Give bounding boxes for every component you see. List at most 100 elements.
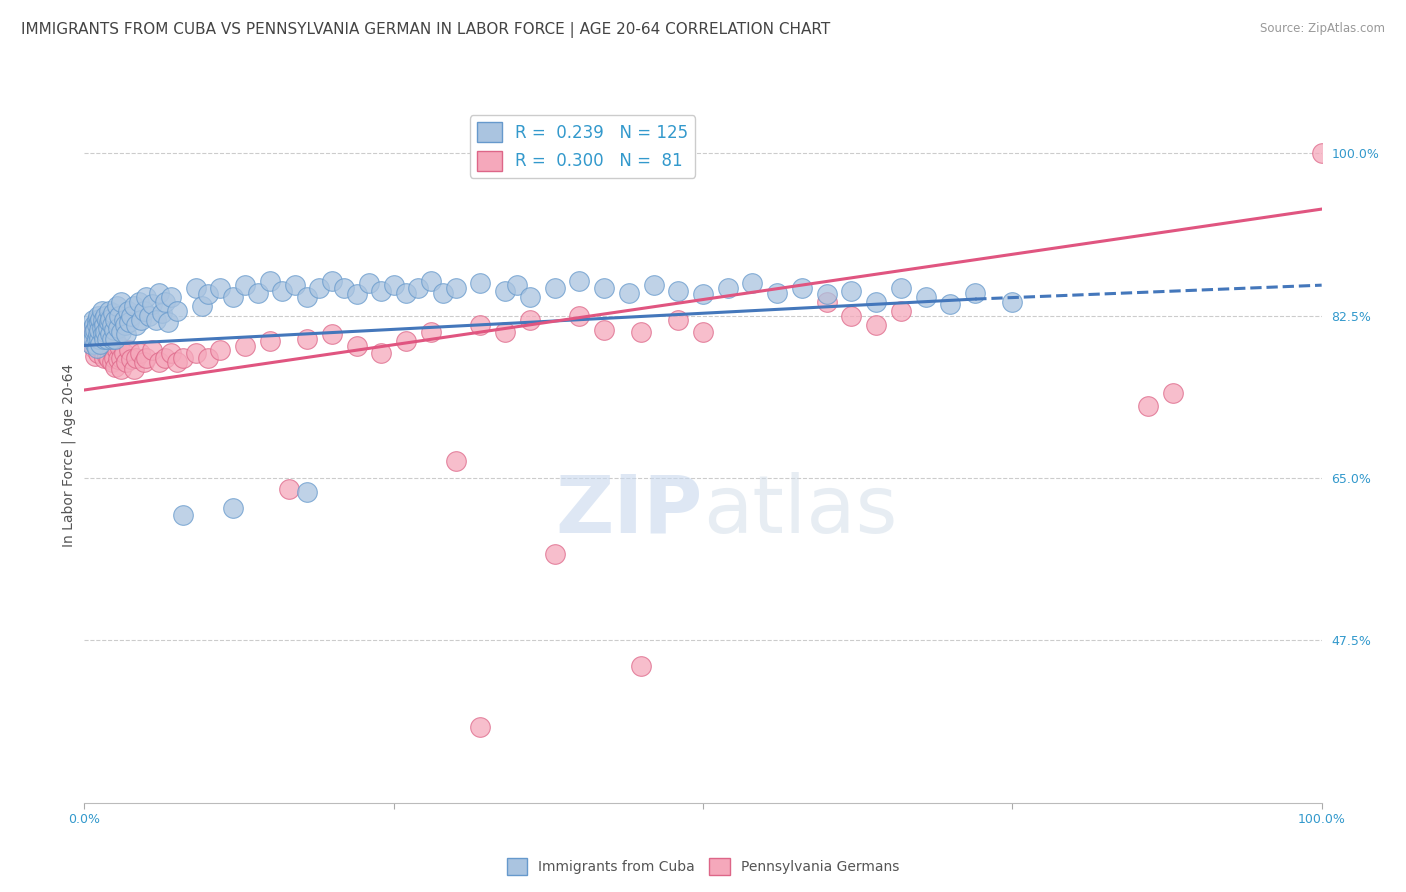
Point	[112, 313, 135, 327]
Point	[83, 341, 105, 355]
Point	[100, 343, 122, 357]
Point	[222, 500, 245, 515]
Point	[100, 355, 122, 369]
Point	[101, 306, 124, 320]
Point	[841, 309, 863, 323]
Point	[408, 281, 430, 295]
Point	[115, 355, 138, 369]
Point	[79, 327, 101, 342]
Point	[100, 318, 122, 332]
Point	[97, 321, 120, 335]
Point	[444, 454, 467, 468]
Point	[94, 309, 117, 323]
Point	[98, 327, 121, 342]
Point	[89, 341, 111, 355]
Point	[815, 294, 838, 309]
Point	[107, 321, 129, 335]
Point	[277, 482, 299, 496]
Point	[89, 336, 111, 351]
Point	[630, 658, 652, 673]
Y-axis label: In Labor Force | Age 20-64: In Labor Force | Age 20-64	[62, 363, 76, 547]
Point	[98, 327, 121, 342]
Point	[470, 277, 492, 291]
Point	[96, 313, 118, 327]
Point	[295, 332, 318, 346]
Legend: R =  0.239   N = 125, R =  0.300   N =  81: R = 0.239 N = 125, R = 0.300 N = 81	[470, 115, 695, 178]
Point	[129, 346, 152, 360]
Point	[114, 318, 136, 332]
Point	[841, 284, 863, 298]
Point	[79, 323, 101, 337]
Point	[122, 300, 145, 314]
Point	[321, 275, 343, 289]
Point	[104, 359, 127, 374]
Point	[118, 343, 141, 357]
Point	[107, 352, 129, 367]
Point	[184, 346, 207, 360]
Point	[148, 355, 170, 369]
Point	[1161, 385, 1184, 400]
Point	[89, 311, 111, 326]
Point	[101, 339, 124, 353]
Point	[122, 361, 145, 376]
Point	[1310, 146, 1333, 161]
Point	[370, 346, 392, 360]
Point	[90, 335, 112, 350]
Point	[118, 315, 141, 329]
Point	[141, 296, 163, 310]
Point	[295, 485, 318, 500]
Point	[110, 361, 132, 376]
Point	[82, 321, 104, 335]
Point	[112, 346, 135, 360]
Point	[110, 294, 132, 309]
Point	[150, 306, 173, 320]
Point	[86, 318, 108, 332]
Point	[98, 311, 121, 326]
Point	[1137, 399, 1160, 413]
Point	[87, 332, 110, 346]
Point	[132, 355, 155, 369]
Point	[83, 325, 105, 339]
Point	[666, 284, 689, 298]
Point	[84, 336, 107, 351]
Point	[160, 346, 183, 360]
Point	[233, 339, 256, 353]
Point	[120, 309, 142, 323]
Point	[172, 351, 194, 365]
Point	[494, 284, 516, 298]
Point	[939, 296, 962, 310]
Point	[153, 294, 176, 309]
Point	[87, 309, 110, 323]
Point	[197, 287, 219, 301]
Point	[419, 275, 441, 289]
Point	[84, 349, 107, 363]
Point	[132, 304, 155, 318]
Point	[138, 309, 160, 323]
Point	[93, 332, 115, 346]
Point	[166, 355, 188, 369]
Point	[233, 278, 256, 293]
Text: ZIP: ZIP	[555, 472, 703, 549]
Point	[568, 275, 591, 289]
Point	[543, 547, 565, 561]
Point	[104, 336, 127, 351]
Point	[259, 275, 281, 289]
Point	[93, 351, 115, 365]
Point	[117, 304, 139, 318]
Point	[96, 332, 118, 346]
Point	[593, 281, 616, 295]
Point	[115, 327, 138, 342]
Point	[209, 281, 232, 295]
Point	[370, 284, 392, 298]
Point	[91, 313, 114, 327]
Point	[965, 285, 987, 300]
Point	[630, 325, 652, 339]
Point	[284, 278, 307, 293]
Point	[346, 287, 368, 301]
Point	[110, 325, 132, 339]
Point	[87, 346, 110, 360]
Point	[617, 285, 640, 300]
Point	[494, 325, 516, 339]
Point	[103, 351, 125, 365]
Point	[82, 332, 104, 346]
